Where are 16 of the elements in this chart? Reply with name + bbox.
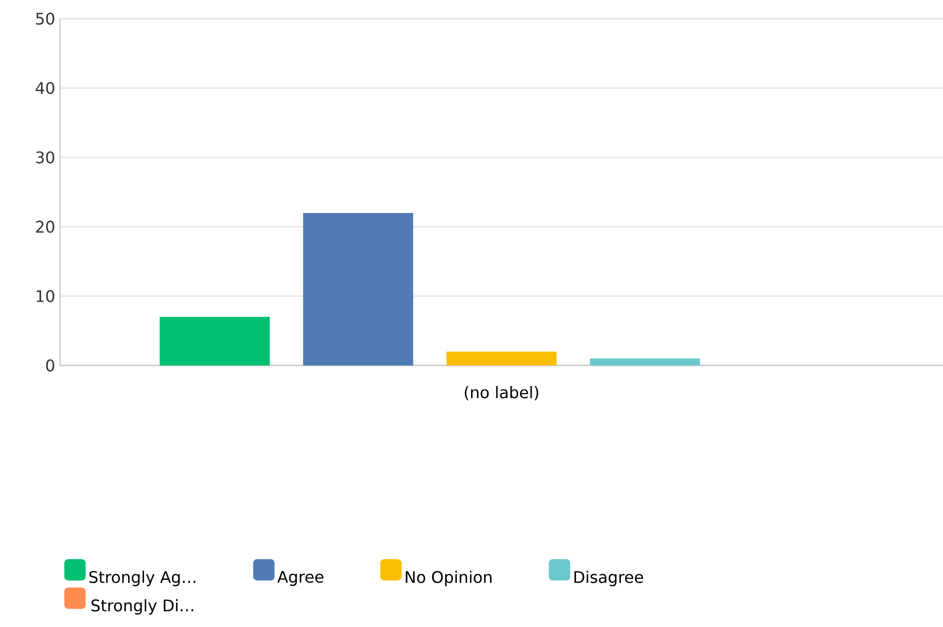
- bar: [446, 352, 557, 366]
- y-tick-label: 40: [36, 82, 54, 94]
- x-axis-title: (no label): [464, 386, 538, 400]
- legend-label: Strongly Di…: [92, 599, 194, 615]
- bar: [590, 358, 700, 366]
- legend-label: Disagree: [574, 570, 644, 586]
- legend-label: No Opinion: [406, 570, 492, 586]
- legend-label: Agree: [277, 571, 324, 586]
- y-tick-label: 50: [36, 12, 54, 25]
- y-tick-label: 10: [36, 290, 54, 302]
- y-tick-label: 20: [36, 220, 54, 233]
- y-tick-label: 30: [36, 151, 54, 164]
- bar: [160, 316, 270, 366]
- bar: [303, 212, 414, 366]
- y-tick-label: 0: [46, 359, 54, 372]
- legend-label: Strongly Ag…: [89, 570, 196, 586]
